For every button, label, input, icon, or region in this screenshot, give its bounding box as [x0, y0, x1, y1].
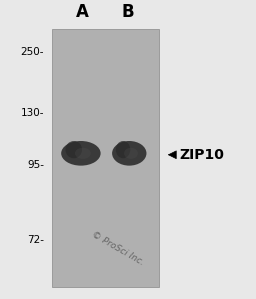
Ellipse shape [112, 141, 146, 166]
Ellipse shape [61, 141, 101, 166]
Ellipse shape [75, 148, 91, 159]
Text: B: B [122, 3, 134, 22]
Bar [52, 29, 158, 287]
Text: 72-: 72- [27, 235, 44, 245]
Text: A: A [76, 3, 89, 22]
Ellipse shape [66, 141, 82, 158]
Text: 130-: 130- [20, 108, 44, 118]
Ellipse shape [116, 141, 130, 158]
Text: 95-: 95- [27, 160, 44, 170]
Ellipse shape [124, 148, 138, 159]
Text: © ProSci Inc.: © ProSci Inc. [90, 231, 146, 268]
Text: 250-: 250- [20, 47, 44, 57]
Text: ZIP10: ZIP10 [179, 148, 224, 162]
